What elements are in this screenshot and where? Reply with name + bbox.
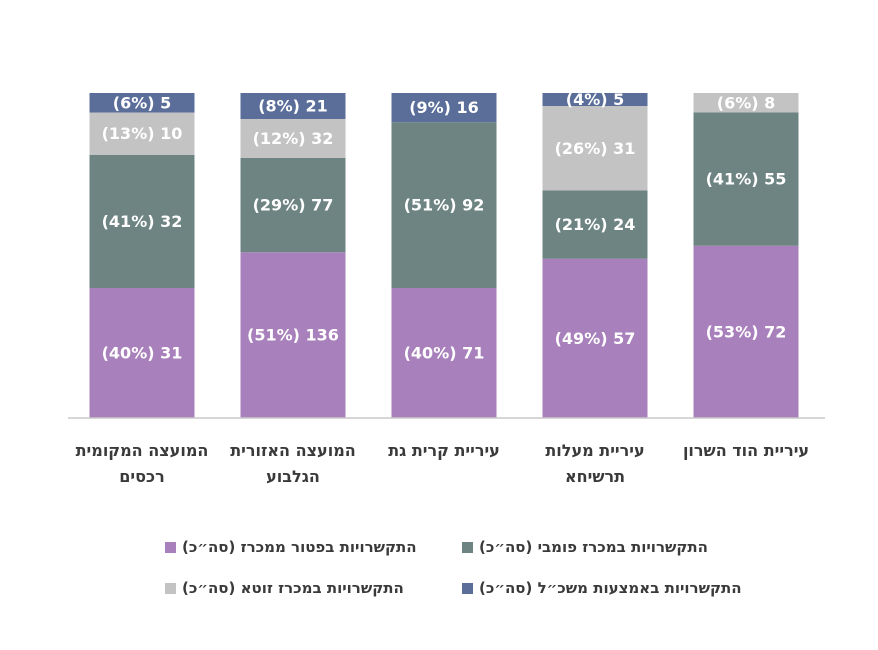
bar-segment xyxy=(89,93,195,113)
x-tick-label: עיריית קרית גת xyxy=(388,441,500,460)
legend-label: התקשרויות במכרז פומבי (סה״כ) xyxy=(479,538,708,556)
bar-segment xyxy=(693,93,799,113)
value-label: (51%) 92 xyxy=(404,196,485,215)
x-tick-label: המועצה המקומית רכסים xyxy=(75,441,209,486)
bar-segment xyxy=(542,258,648,418)
bar-segment xyxy=(240,119,346,158)
value-label: (40%) 31 xyxy=(102,344,183,363)
value-label: (53%) 72 xyxy=(706,322,787,341)
bar-segment xyxy=(542,93,648,106)
bar-segment xyxy=(391,122,497,288)
x-tick-label: עיריית הוד השרון xyxy=(682,441,810,460)
value-label: (41%) 32 xyxy=(102,212,183,231)
value-label: (29%) 77 xyxy=(253,196,334,215)
legend-item: התקשרויות באמצעות משכ״ל (סה״כ) xyxy=(462,579,742,597)
legend-item: התקשרויות בפטור ממכרז (סה״כ) xyxy=(165,538,417,556)
legend-swatch xyxy=(462,582,473,594)
x-tick-label: עיריית מעלות תרשיחא xyxy=(545,441,645,486)
legend-swatch xyxy=(165,582,176,594)
value-label: (9%) 16 xyxy=(409,98,479,117)
value-label: (21%) 24 xyxy=(555,215,636,234)
bar-segment xyxy=(542,190,648,259)
legend-swatch xyxy=(462,541,473,553)
legend-label: התקשרויות באמצעות משכ״ל (סה״כ) xyxy=(479,579,742,597)
value-label: (6%) 8 xyxy=(717,93,776,112)
value-label: (40%) 71 xyxy=(404,344,485,363)
value-label: (6%) 5 xyxy=(113,93,172,112)
value-label: (49%) 57 xyxy=(555,329,636,348)
bar-segment xyxy=(391,288,497,418)
value-label: (13%) 10 xyxy=(102,124,183,143)
bar-segment xyxy=(693,245,799,418)
bar-segment xyxy=(89,288,195,418)
legend-swatch xyxy=(165,541,176,553)
legend-item: התקשרויות במכרז זוטא (סה״כ) xyxy=(165,579,404,597)
value-label: (51%) 136 xyxy=(247,326,339,345)
bar-segment xyxy=(89,154,195,288)
legend-label: התקשרויות במכרז זוטא (סה״כ) xyxy=(182,579,404,597)
value-label: (41%) 55 xyxy=(706,170,787,189)
bar-segment xyxy=(391,93,497,123)
legend-item: התקשרויות במכרז פומבי (סה״כ) xyxy=(462,538,708,556)
value-label: (26%) 31 xyxy=(555,139,636,158)
bar-segment xyxy=(542,106,648,191)
bar-segment xyxy=(240,158,346,253)
legend-label: התקשרויות בפטור ממכרז (סה״כ) xyxy=(182,538,417,556)
bar-segment xyxy=(240,252,346,418)
value-label: (12%) 32 xyxy=(253,129,334,148)
bar-segment xyxy=(693,112,799,246)
x-tick-label: המועצה האזורית הגלבוע xyxy=(230,441,356,486)
bar-segment xyxy=(89,112,195,155)
value-label: (4%) 5 xyxy=(566,90,625,109)
value-label: (8%) 21 xyxy=(258,97,328,116)
bar-segment xyxy=(240,93,346,119)
